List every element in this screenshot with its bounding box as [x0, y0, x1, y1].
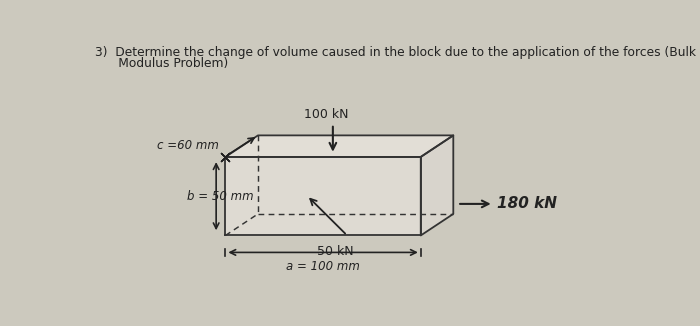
Text: 180 kN: 180 kN	[497, 196, 556, 211]
Text: 50 kN: 50 kN	[317, 245, 354, 259]
Text: b = 50 mm: b = 50 mm	[187, 190, 253, 203]
Polygon shape	[225, 135, 454, 157]
Text: 3)  Determine the change of volume caused in the block due to the application of: 3) Determine the change of volume caused…	[95, 46, 696, 59]
Text: c =60 mm: c =60 mm	[158, 139, 219, 152]
Polygon shape	[421, 135, 454, 235]
Polygon shape	[225, 157, 421, 235]
Text: 100 kN: 100 kN	[304, 108, 349, 121]
Text: Modulus Problem): Modulus Problem)	[95, 57, 228, 70]
Text: a = 100 mm: a = 100 mm	[286, 260, 360, 273]
